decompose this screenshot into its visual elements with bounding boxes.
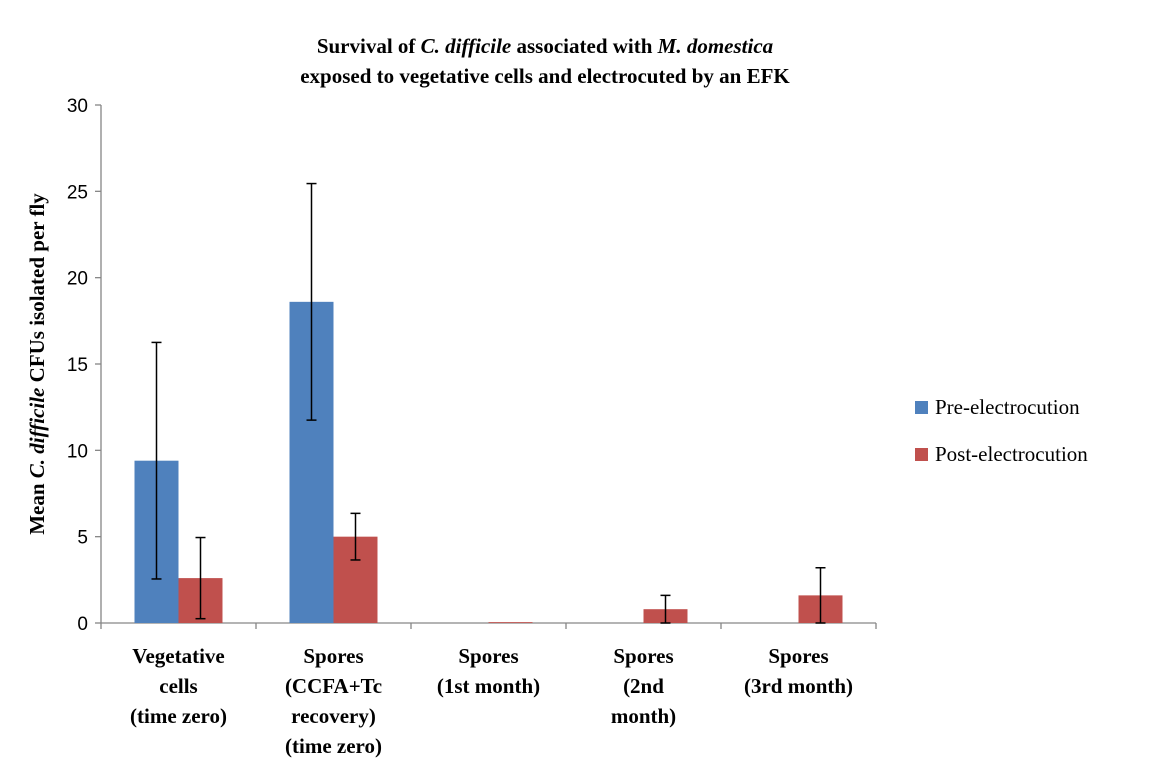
axes	[100, 105, 877, 629]
x-category-label: Spores (CCFA+Tc recovery) (time zero)	[285, 644, 382, 758]
y-axis-label: Mean C. difficile CFUs isolated per fly	[25, 193, 49, 535]
y-axis-label-text: Mean C. difficile CFUs isolated per fly	[25, 193, 49, 535]
y-tick-label: 5	[77, 528, 88, 549]
y-tick-label: 10	[67, 441, 88, 462]
y-tick-label: 30	[67, 96, 88, 117]
bars	[134, 301, 843, 623]
legend-label: Pre-electrocution	[935, 395, 1080, 419]
chart-title: Survival of C. difficile associated with…	[300, 34, 790, 88]
x-category-label: Spores (3rd month)	[744, 644, 853, 698]
chart-title-line: exposed to vegetative cells and electroc…	[300, 64, 790, 88]
y-axis-ticks: 0 5 10 15 20 25 30	[67, 96, 101, 635]
legend-label: Post-electrocution	[935, 442, 1088, 466]
bar-post-electrocution	[488, 622, 533, 623]
x-axis-categories: Vegetative cells (time zero) Spores (CCFA+Tc…	[130, 644, 853, 758]
legend: Pre-electrocution Post-electrocution	[915, 395, 1088, 466]
y-tick-label: 15	[67, 355, 88, 376]
legend-swatch	[915, 448, 928, 461]
x-category-label: Spores (1st month)	[437, 644, 540, 698]
y-tick-label: 0	[77, 614, 88, 635]
y-tick-label: 20	[67, 269, 88, 290]
x-category-label: Spores (2nd month)	[611, 644, 676, 728]
legend-swatch	[915, 401, 928, 414]
y-tick-label: 25	[67, 182, 88, 203]
error-bars	[151, 182, 826, 624]
x-category-label: Vegetative cells (time zero)	[130, 644, 227, 728]
chart-title-line: Survival of C. difficile associated with…	[317, 34, 773, 58]
